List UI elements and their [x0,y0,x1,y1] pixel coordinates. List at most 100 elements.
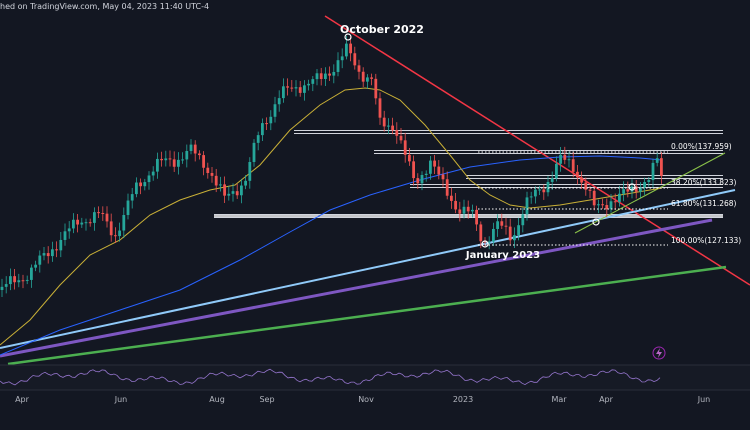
candle-body [433,160,436,167]
candle-body [647,180,651,183]
candle-body [387,125,390,127]
candle-body [349,43,352,54]
candle-body [403,140,407,155]
candle-body [198,153,201,156]
candle-body [609,201,613,210]
candle-body [244,180,247,186]
candle-body [597,204,600,206]
candle-body [340,56,344,61]
candle-body [269,116,273,124]
candle-body [542,189,546,193]
ma-50-path [0,87,663,346]
candle-body [261,123,264,136]
candle-body [164,158,168,161]
x-tick-label: Jun [114,395,128,404]
candle-body [538,189,541,191]
rsi-pane [0,365,750,390]
candle-body [109,221,113,236]
candle-body [303,85,306,93]
candle-body [475,209,478,225]
candle-body [30,267,33,280]
candle-body [324,73,327,79]
candle-body [655,158,659,163]
candle-body [634,186,638,192]
candle-body [361,71,365,82]
candle-body [374,78,378,99]
candle-body [42,253,46,256]
candle-body [172,159,176,167]
candle-body [126,200,130,216]
candle-body [147,175,151,183]
ma-50-line [0,87,663,346]
candle-body [177,159,180,167]
candle-body [0,286,4,290]
candle-body [626,189,630,192]
candle-body [231,191,235,194]
candle-body [382,117,386,127]
candle-body [420,174,424,184]
candle-body [521,214,525,226]
pivot-marker [628,183,636,191]
short-trend-line [574,152,726,234]
candle-body [445,179,449,196]
x-tick-label: 2023 [453,395,473,404]
support-line-purple [0,218,713,358]
pivot-marker [344,33,352,41]
candle-body [307,83,310,86]
candle-body [168,158,172,160]
candle-body [546,181,550,193]
x-tick-label: Mar [551,395,567,404]
candle-body [34,264,37,268]
candle-body [466,206,470,212]
candle-body [563,154,567,160]
candle-body [181,159,184,161]
candle-body [63,231,67,240]
candle-body [114,235,117,237]
lightning-icon[interactable] [652,346,666,360]
candle-body [437,166,441,175]
candle-body [592,190,596,206]
candle-body [256,135,260,143]
candle-body [504,225,508,227]
candle-body [517,225,520,236]
annotation-october-2022: October 2022 [340,23,424,36]
ma-200-path [0,155,663,356]
candle-body [122,215,126,231]
candle-body [353,53,357,66]
candle-body [529,196,533,198]
candle-body [660,158,663,176]
candle-body [496,221,499,229]
candle-body [265,123,268,125]
candle-body [101,213,105,215]
candle-body [80,222,84,225]
candle-body [378,98,382,118]
candle-body [139,182,142,187]
pivot-marker [481,240,489,248]
support-line-light [0,189,736,349]
candle-body [651,162,655,181]
candle-body [206,167,210,174]
candle-body [492,228,495,242]
candle-body [525,197,529,215]
candle-body [328,73,331,76]
downtrend-line [324,15,750,286]
candle-body [235,191,239,196]
candle-body [130,194,134,201]
x-tick-label: Sep [259,395,274,404]
candle-body [76,219,79,225]
candle-body [429,160,432,174]
annotation-january-2023: January 2023 [465,250,540,261]
candle-body [248,161,252,181]
candle-body [240,185,243,196]
candle-body [298,87,302,93]
candle-body [315,73,319,80]
candle-body [408,154,411,162]
chart-header: hed on TradingView.com, May 04, 2023 11:… [0,2,210,11]
fib-label-618: 61.80%(131.268) [671,199,737,208]
candle-body [143,182,147,187]
candle-body [311,79,315,84]
candle-body [282,86,285,99]
candle-body [46,253,50,257]
candle-body [219,184,222,186]
